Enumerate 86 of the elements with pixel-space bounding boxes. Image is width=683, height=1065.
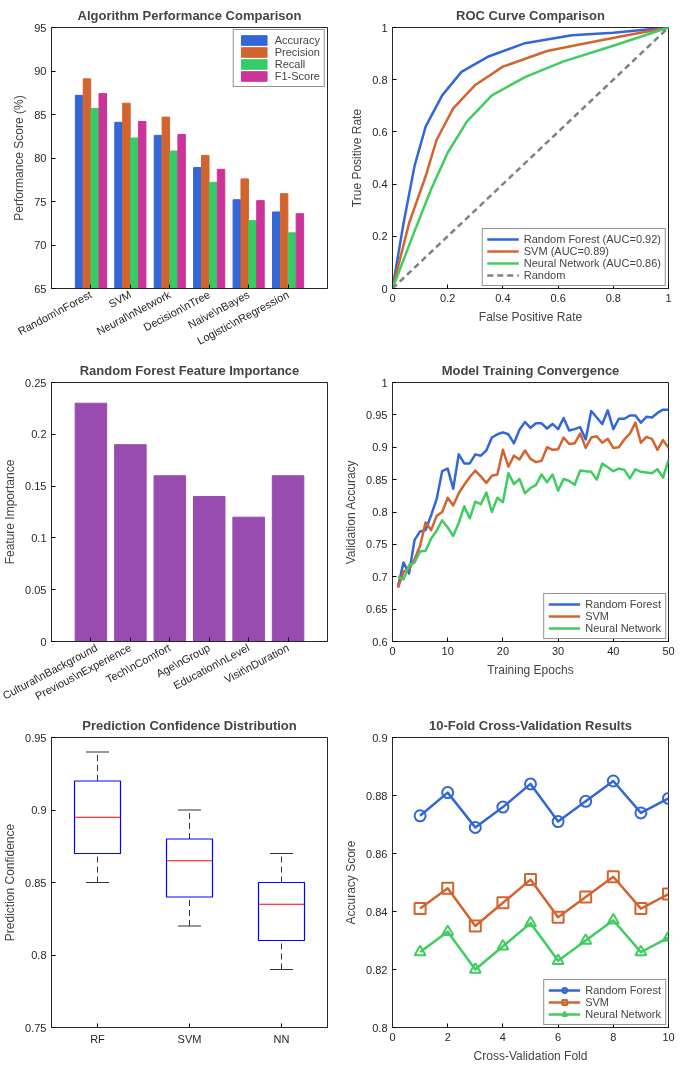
legend-label: Random: [523, 269, 566, 281]
y-tick-label: 1: [381, 21, 388, 34]
legend-label: Neural Network: [585, 1008, 661, 1020]
y-tick-label: 80: [34, 152, 47, 164]
chart-title: 10-Fold Cross-Validation Results: [429, 717, 633, 733]
legend-label: Accuracy: [274, 34, 320, 46]
y-tick-label: 65: [34, 282, 47, 295]
y-axis-title: Accuracy Score: [344, 840, 359, 925]
y-axis-title: Validation Accuracy: [344, 460, 359, 565]
x-tick-label: 6: [555, 1030, 562, 1043]
y-tick-label: 0.88: [366, 789, 388, 802]
y-tick-label: 0.9: [372, 731, 388, 744]
legend-label: F1-Score: [274, 70, 320, 82]
x-tick-label: 30: [551, 644, 565, 657]
y-tick-label: 0.75: [25, 1021, 47, 1034]
y-tick-label: 95: [34, 21, 47, 34]
y-tick-label: 0.4: [372, 178, 388, 191]
y-axis-title: Prediction Confidence: [3, 823, 18, 942]
x-axis-title: Training Epochs: [487, 662, 574, 677]
x-tick-label: 10: [662, 1030, 675, 1043]
x-tick-label: 1: [665, 291, 672, 304]
y-tick-label: 85: [34, 108, 47, 121]
y-tick-label: 0.65: [366, 603, 388, 616]
y-tick-label: 0.85: [25, 876, 47, 889]
y-tick-label: 0.2: [31, 428, 47, 441]
y-tick-label: 0.8: [372, 73, 388, 86]
y-tick-label: 0.05: [25, 583, 47, 596]
y-tick-label: 0.9: [31, 804, 47, 816]
x-axis-title: Cross-Validation Fold: [473, 1048, 588, 1063]
y-tick-label: 0.84: [366, 905, 388, 918]
y-tick-label: 0.9: [372, 441, 388, 454]
x-tick-label: 2: [444, 1030, 451, 1043]
y-tick-label: 70: [34, 239, 47, 251]
y-tick-label: 1: [381, 376, 388, 389]
x-tick-label: 8: [610, 1030, 617, 1043]
y-tick-label: 0.75: [366, 538, 388, 551]
legend-label: Random Forest: [585, 984, 661, 996]
x-tick-label: SVM: [177, 1032, 202, 1045]
y-tick-label: 0.15: [25, 480, 47, 493]
y-tick-label: 0.1: [31, 531, 47, 544]
y-tick-label: 0.6: [372, 125, 388, 138]
x-tick-label: 40: [607, 644, 620, 657]
x-tick-label: 0.6: [550, 291, 566, 304]
x-tick-label: 0.8: [605, 291, 621, 304]
y-tick-label: 0.85: [366, 473, 388, 486]
x-tick-label: 0.4: [495, 291, 511, 304]
x-tick-label: 0: [389, 291, 396, 304]
y-tick-label: 0.7: [372, 570, 388, 583]
chart-title: Random Forest Feature Importance: [79, 362, 300, 378]
y-tick-label: 0.86: [366, 847, 388, 860]
legend-label: SVM (AUC=0.89): [523, 245, 610, 257]
y-tick-label: 0.8: [31, 949, 47, 961]
legend-label: SVM: [585, 610, 610, 622]
x-tick-label: 0.2: [440, 291, 456, 304]
y-axis-title: Feature Importance: [3, 459, 18, 565]
x-tick-label: RF: [90, 1032, 106, 1045]
y-tick-label: 0.8: [372, 506, 388, 518]
x-tick-label: NN: [273, 1032, 290, 1045]
legend-label: Random Forest (AUC=0.92): [523, 233, 661, 245]
legend-label: Precision: [274, 46, 320, 58]
y-tick-label: 0.2: [372, 230, 388, 243]
chart-title: ROC Curve Comparison: [456, 7, 605, 23]
x-tick-label: 50: [662, 644, 675, 657]
chart-title: Model Training Convergence: [441, 362, 620, 378]
x-axis-title: False Positive Rate: [478, 309, 583, 324]
y-tick-label: 0.82: [366, 963, 388, 976]
legend-label: Random Forest: [585, 598, 661, 610]
chart-title: Algorithm Performance Comparison: [77, 7, 302, 23]
legend-label: Neural Network (AUC=0.86): [523, 257, 661, 269]
y-tick-label: 0.95: [366, 408, 388, 421]
x-tick-label: 0: [389, 644, 396, 657]
legend-label: Recall: [274, 58, 306, 70]
y-tick-label: 90: [34, 65, 47, 77]
x-tick-label: 20: [496, 644, 510, 657]
legend-label: SVM: [585, 996, 610, 1008]
y-tick-label: 0.25: [25, 376, 47, 389]
y-axis-title: True Positive Rate: [350, 108, 365, 208]
x-tick-label: 0: [389, 1030, 396, 1043]
x-tick-label: 4: [499, 1030, 506, 1043]
y-tick-label: 75: [34, 195, 47, 208]
chart-title: Prediction Confidence Distribution: [82, 717, 297, 733]
y-axis-title: Performance Score (%): [12, 95, 27, 221]
y-tick-label: 0.8: [372, 1021, 388, 1034]
x-tick-label: 10: [441, 644, 454, 657]
y-tick-label: 0.95: [25, 731, 47, 744]
legend-label: Neural Network: [585, 622, 661, 634]
